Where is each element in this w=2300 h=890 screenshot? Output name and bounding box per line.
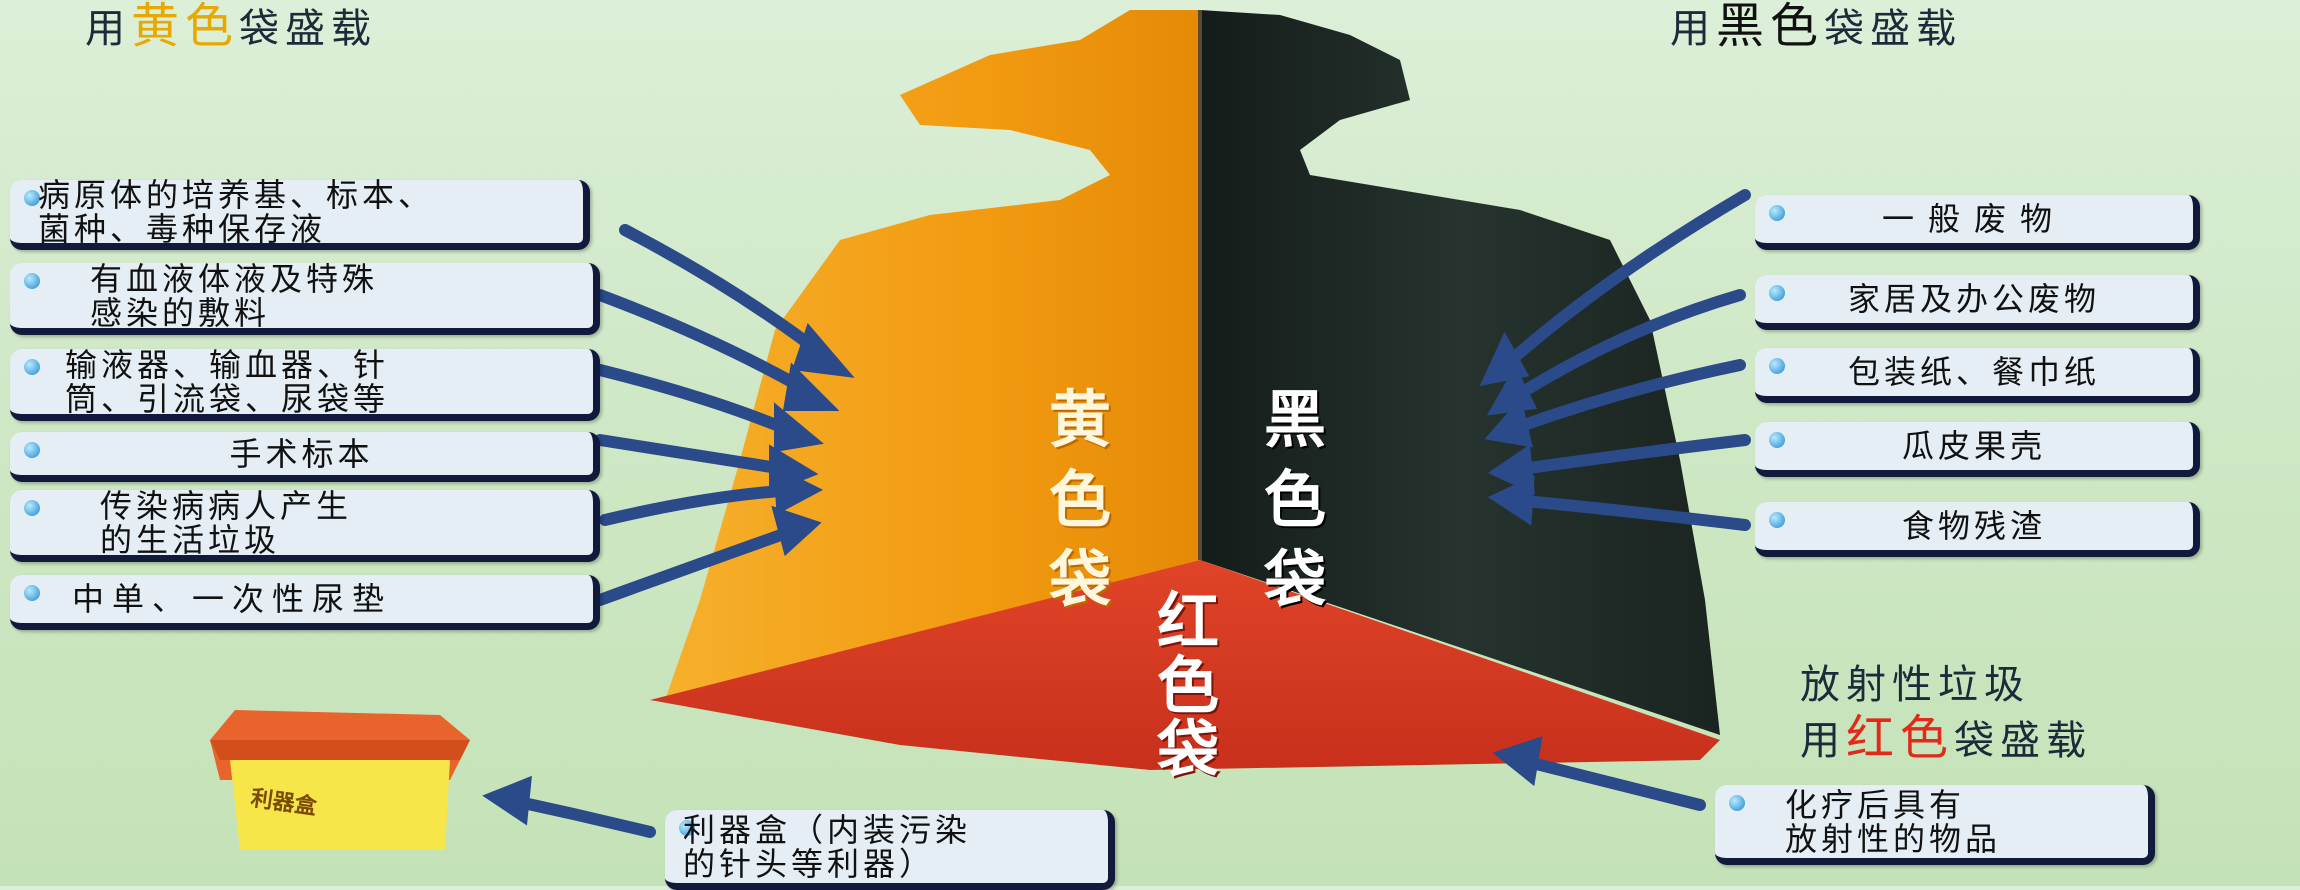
heading-yellow: 用黄色袋盛载 (85, 0, 378, 54)
yellow-bag-label: 黄色袋 (1048, 383, 1111, 616)
black-item-card: 瓜皮果壳 (1755, 422, 2200, 477)
black-item-card: 包装纸、餐巾纸 (1755, 348, 2200, 403)
heading-red-line2: 用红色袋盛载 (1800, 710, 2093, 766)
black-item-card: 家居及办公废物 (1755, 275, 2200, 330)
black-bag-label: 黑色袋 (1263, 383, 1326, 616)
bullet-icon (1769, 512, 1785, 528)
yellow-item-card: 传染病病人产生 的生活垃圾 (10, 489, 600, 562)
sharps-item-card: 利器盒（内装污染 的针头等利器） (665, 810, 1115, 890)
yellow-item-card: 有血液体液及特殊 感染的敷料 (10, 262, 600, 335)
bullet-icon (679, 820, 695, 836)
arrows (482, 189, 1751, 838)
sharps-box: 利器盒 (210, 710, 470, 850)
yellow-item-card: 中单、一次性尿垫 (10, 575, 600, 630)
bullet-icon (24, 359, 40, 375)
red-bag (650, 560, 1720, 770)
heading-black: 用黑色袋盛载 (1670, 0, 1963, 54)
black-item-card: 食物残渣 (1755, 502, 2200, 557)
bullet-icon (24, 273, 40, 289)
yellow-item-card: 病原体的培养基、标本、 菌种、毒种保存液 (10, 178, 590, 250)
bullet-icon (24, 190, 40, 206)
bullet-icon (24, 585, 40, 601)
bullet-icon (1769, 205, 1785, 221)
yellow-item-card: 手术标本 (10, 432, 600, 482)
black-item-card: 一般废物 (1755, 195, 2200, 250)
red-item-card: 化疗后具有 放射性的物品 (1715, 785, 2155, 865)
bullet-icon (1769, 285, 1785, 301)
bullet-icon (24, 442, 40, 458)
bullet-icon (1769, 432, 1785, 448)
bullet-icon (1769, 358, 1785, 374)
black-bag (1200, 10, 1720, 735)
red-bag-label: 红色袋 (1156, 585, 1219, 786)
heading-red-line1: 放射性垃圾 (1800, 662, 2030, 708)
yellow-item-card: 输液器、输血器、针 筒、引流袋、尿袋等 (10, 348, 600, 421)
bullet-icon (1729, 795, 1745, 811)
bullet-icon (24, 500, 40, 516)
